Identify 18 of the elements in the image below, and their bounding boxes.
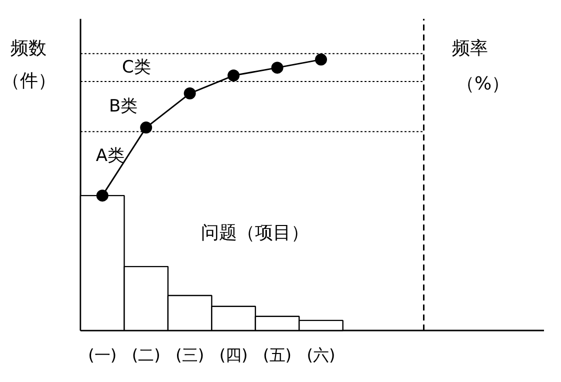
text: 频率（%） bbox=[452, 38, 510, 94]
annotation: B类 bbox=[108, 96, 138, 117]
x-tick-label: (六) bbox=[306, 345, 336, 364]
point bbox=[271, 62, 284, 74]
point bbox=[184, 87, 196, 100]
annotation: C类 bbox=[122, 58, 151, 78]
point bbox=[228, 70, 240, 82]
y-axis-title: 频数（件） bbox=[2, 38, 56, 92]
point bbox=[140, 122, 152, 134]
x-tick-label: (三) bbox=[176, 345, 204, 364]
x-tick-label: (四) bbox=[219, 345, 248, 364]
x-tick-label: (二) bbox=[132, 345, 160, 364]
x-tick-label: (五) bbox=[263, 345, 292, 364]
point bbox=[315, 54, 328, 66]
x-tick-label: (一) bbox=[88, 345, 117, 364]
x-axis-title: 问题（项目） bbox=[200, 222, 309, 244]
point bbox=[96, 190, 108, 202]
annotation: A类 bbox=[96, 146, 124, 166]
